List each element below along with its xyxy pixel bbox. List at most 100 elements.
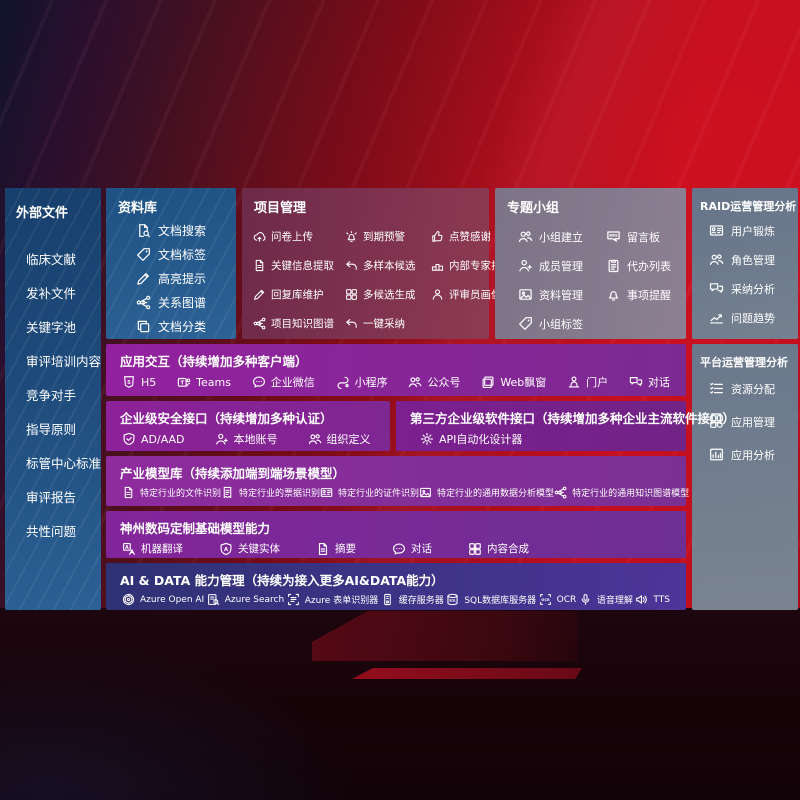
relation-graph-icon: [136, 295, 151, 310]
svg-text:BBS: BBS: [609, 234, 618, 238]
feature-label: 小组标签: [539, 317, 583, 331]
feature-label: 评审员画像: [449, 289, 502, 301]
miniprogram-icon: [336, 375, 350, 389]
resource-allocation-icon: [709, 381, 724, 396]
feature-item: BBS 留言板: [606, 222, 686, 251]
project-knowledge-graph-icon: [253, 317, 266, 330]
feature-label: 特定行业的文件识别: [140, 489, 222, 499]
feature-item: 点赞感谢: [431, 222, 512, 251]
chat-icon: [392, 542, 406, 556]
feature-item: 问题趋势: [709, 303, 798, 332]
feature-label: API自动化设计器: [439, 433, 523, 446]
feature-item: 一键采纳: [345, 309, 431, 338]
feature-item: 摘要: [316, 541, 356, 556]
feature-item: 应用分析: [709, 438, 798, 471]
reply-library-icon: [253, 288, 266, 301]
feature-label: SQL数据库服务器: [464, 596, 537, 606]
feature-item: 项目知识图谱: [253, 309, 345, 338]
raid-ops-list: 用户锻炼 角色管理 采纳分析 问题趋势: [692, 216, 798, 332]
portal-icon: [567, 375, 581, 389]
feature-item: 应用管理: [709, 405, 798, 438]
feature-label: 应用管理: [731, 415, 775, 429]
feature-label: 对话: [411, 543, 432, 555]
svg-text:A: A: [224, 546, 229, 552]
sidebar-item-label: 审评培训内容: [26, 353, 102, 369]
due-warning-icon: [345, 230, 358, 243]
feature-label: 语音理解: [596, 596, 633, 606]
panel-title: 专题小组: [507, 201, 560, 216]
content-compose-icon: [468, 542, 482, 556]
doc-tag-icon: [136, 247, 151, 262]
feature-label: 企业微信: [270, 376, 315, 389]
topic-group-panel: 专题小组 小组建立 BBS 留言板 成员管理 代办列表 资料管理: [495, 188, 686, 339]
azure-search-icon: [207, 593, 220, 606]
key-info-extract-icon: [253, 259, 266, 272]
feature-item: Azure 表单识别器: [287, 593, 378, 606]
panel-title: RAID运营管理分析: [700, 200, 797, 213]
h5-icon: 5: [122, 375, 136, 389]
svg-text:T: T: [181, 380, 185, 386]
feature-label: 门户: [586, 376, 609, 389]
svg-text:5: 5: [127, 380, 131, 386]
feature-label: 到期预警: [363, 231, 405, 243]
feature-item: 事项提醒: [606, 280, 686, 309]
sidebar-item-label: 审评报告: [26, 489, 77, 505]
member-manage-icon: [518, 258, 533, 273]
dialog-icon: [629, 375, 643, 389]
feature-item: 问卷上传: [253, 222, 345, 251]
feature-label: 摘要: [335, 543, 356, 555]
web-popup-icon: [481, 375, 495, 389]
feature-item: 成员管理: [518, 251, 606, 280]
feature-label: Teams: [196, 375, 231, 389]
digital-china-model-panel: 神州数码定制基础模型能力 A 机器翻译 A 关键实体 摘要 对话 内容合成: [106, 511, 686, 558]
file-recognition-icon: [122, 486, 135, 499]
feature-item: 关系图谱: [136, 290, 236, 314]
platform-ops-analysis-panel: 平台运营管理分析 资源分配 应用管理 应用分析: [692, 344, 798, 610]
panel-title: 项目管理: [254, 201, 307, 216]
feature-label: 项目知识图谱: [271, 318, 334, 330]
one-click-adopt-icon: [345, 317, 358, 330]
feature-item: 特定行业的通用数据分析模型: [419, 486, 554, 499]
feature-label: 代办列表: [627, 259, 671, 273]
bbs-icon: BBS: [606, 229, 621, 244]
feature-label: 事项提醒: [627, 288, 671, 302]
feature-item: 评审员画像: [431, 280, 512, 309]
digital-china-model-list: A 机器翻译 A 关键实体 摘要 对话 内容合成: [106, 537, 686, 556]
feature-item: 代办列表: [606, 251, 686, 280]
feature-item: 特定行业的文件识别: [122, 486, 221, 499]
feature-label: H5: [141, 375, 157, 389]
feature-label: 点赞感谢: [449, 231, 491, 243]
panel-title: 应用交互（持续增加多种客户端）: [120, 354, 308, 369]
key-entity-icon: A: [219, 542, 233, 556]
feature-label: 关键实体: [238, 543, 280, 555]
sidebar-item: 竞争对手: [5, 377, 101, 411]
sidebar-item: 审评报告: [5, 479, 101, 513]
sidebar-item: 指导原则: [5, 411, 101, 445]
knowledge-base-list: 文档搜索 文档标签 高亮提示 关系图谱 文档分类: [106, 218, 236, 338]
industry-model-panel: 产业模型库（持续添加端到端场景模型） 特定行业的文件识别 特定行业的票据识别 特…: [106, 456, 690, 506]
sidebar-item-label: 发补文件: [26, 285, 77, 301]
form-recognizer-icon: [287, 593, 300, 606]
feature-label: 多样本候选: [363, 260, 416, 272]
feature-label: TTS: [653, 594, 670, 605]
feature-item: 资料管理: [518, 280, 606, 309]
multi-candidate-icon: [345, 288, 358, 301]
feature-item: API自动化设计器: [420, 431, 522, 447]
svg-text:A: A: [125, 544, 129, 550]
feature-item: 特定行业的证件识别: [320, 486, 419, 499]
feature-label: 公众号: [427, 376, 461, 389]
official-account-icon: [408, 375, 422, 389]
teams-icon: T: [177, 375, 191, 389]
machine-translation-icon: A: [122, 542, 136, 556]
feature-label: 特定行业的通用知识图谱模型: [572, 489, 690, 499]
svg-text:SQL: SQL: [449, 599, 456, 603]
feature-item: 对话: [392, 541, 432, 556]
feature-item: 缓存服务器: [381, 593, 444, 606]
feature-label: 高亮提示: [158, 271, 207, 286]
knowledge-base-panel: 资料库 文档搜索 文档标签 高亮提示 关系图谱 文档分类: [106, 188, 236, 339]
topic-group-list: 小组建立 BBS 留言板 成员管理 代办列表 资料管理 事项提醒: [495, 218, 686, 338]
sidebar-item-label: 关键字池: [26, 319, 77, 335]
feature-label: 留言板: [627, 230, 660, 244]
sidebar-item-label: 临床文献: [26, 251, 77, 267]
todo-list-icon: [606, 258, 621, 273]
